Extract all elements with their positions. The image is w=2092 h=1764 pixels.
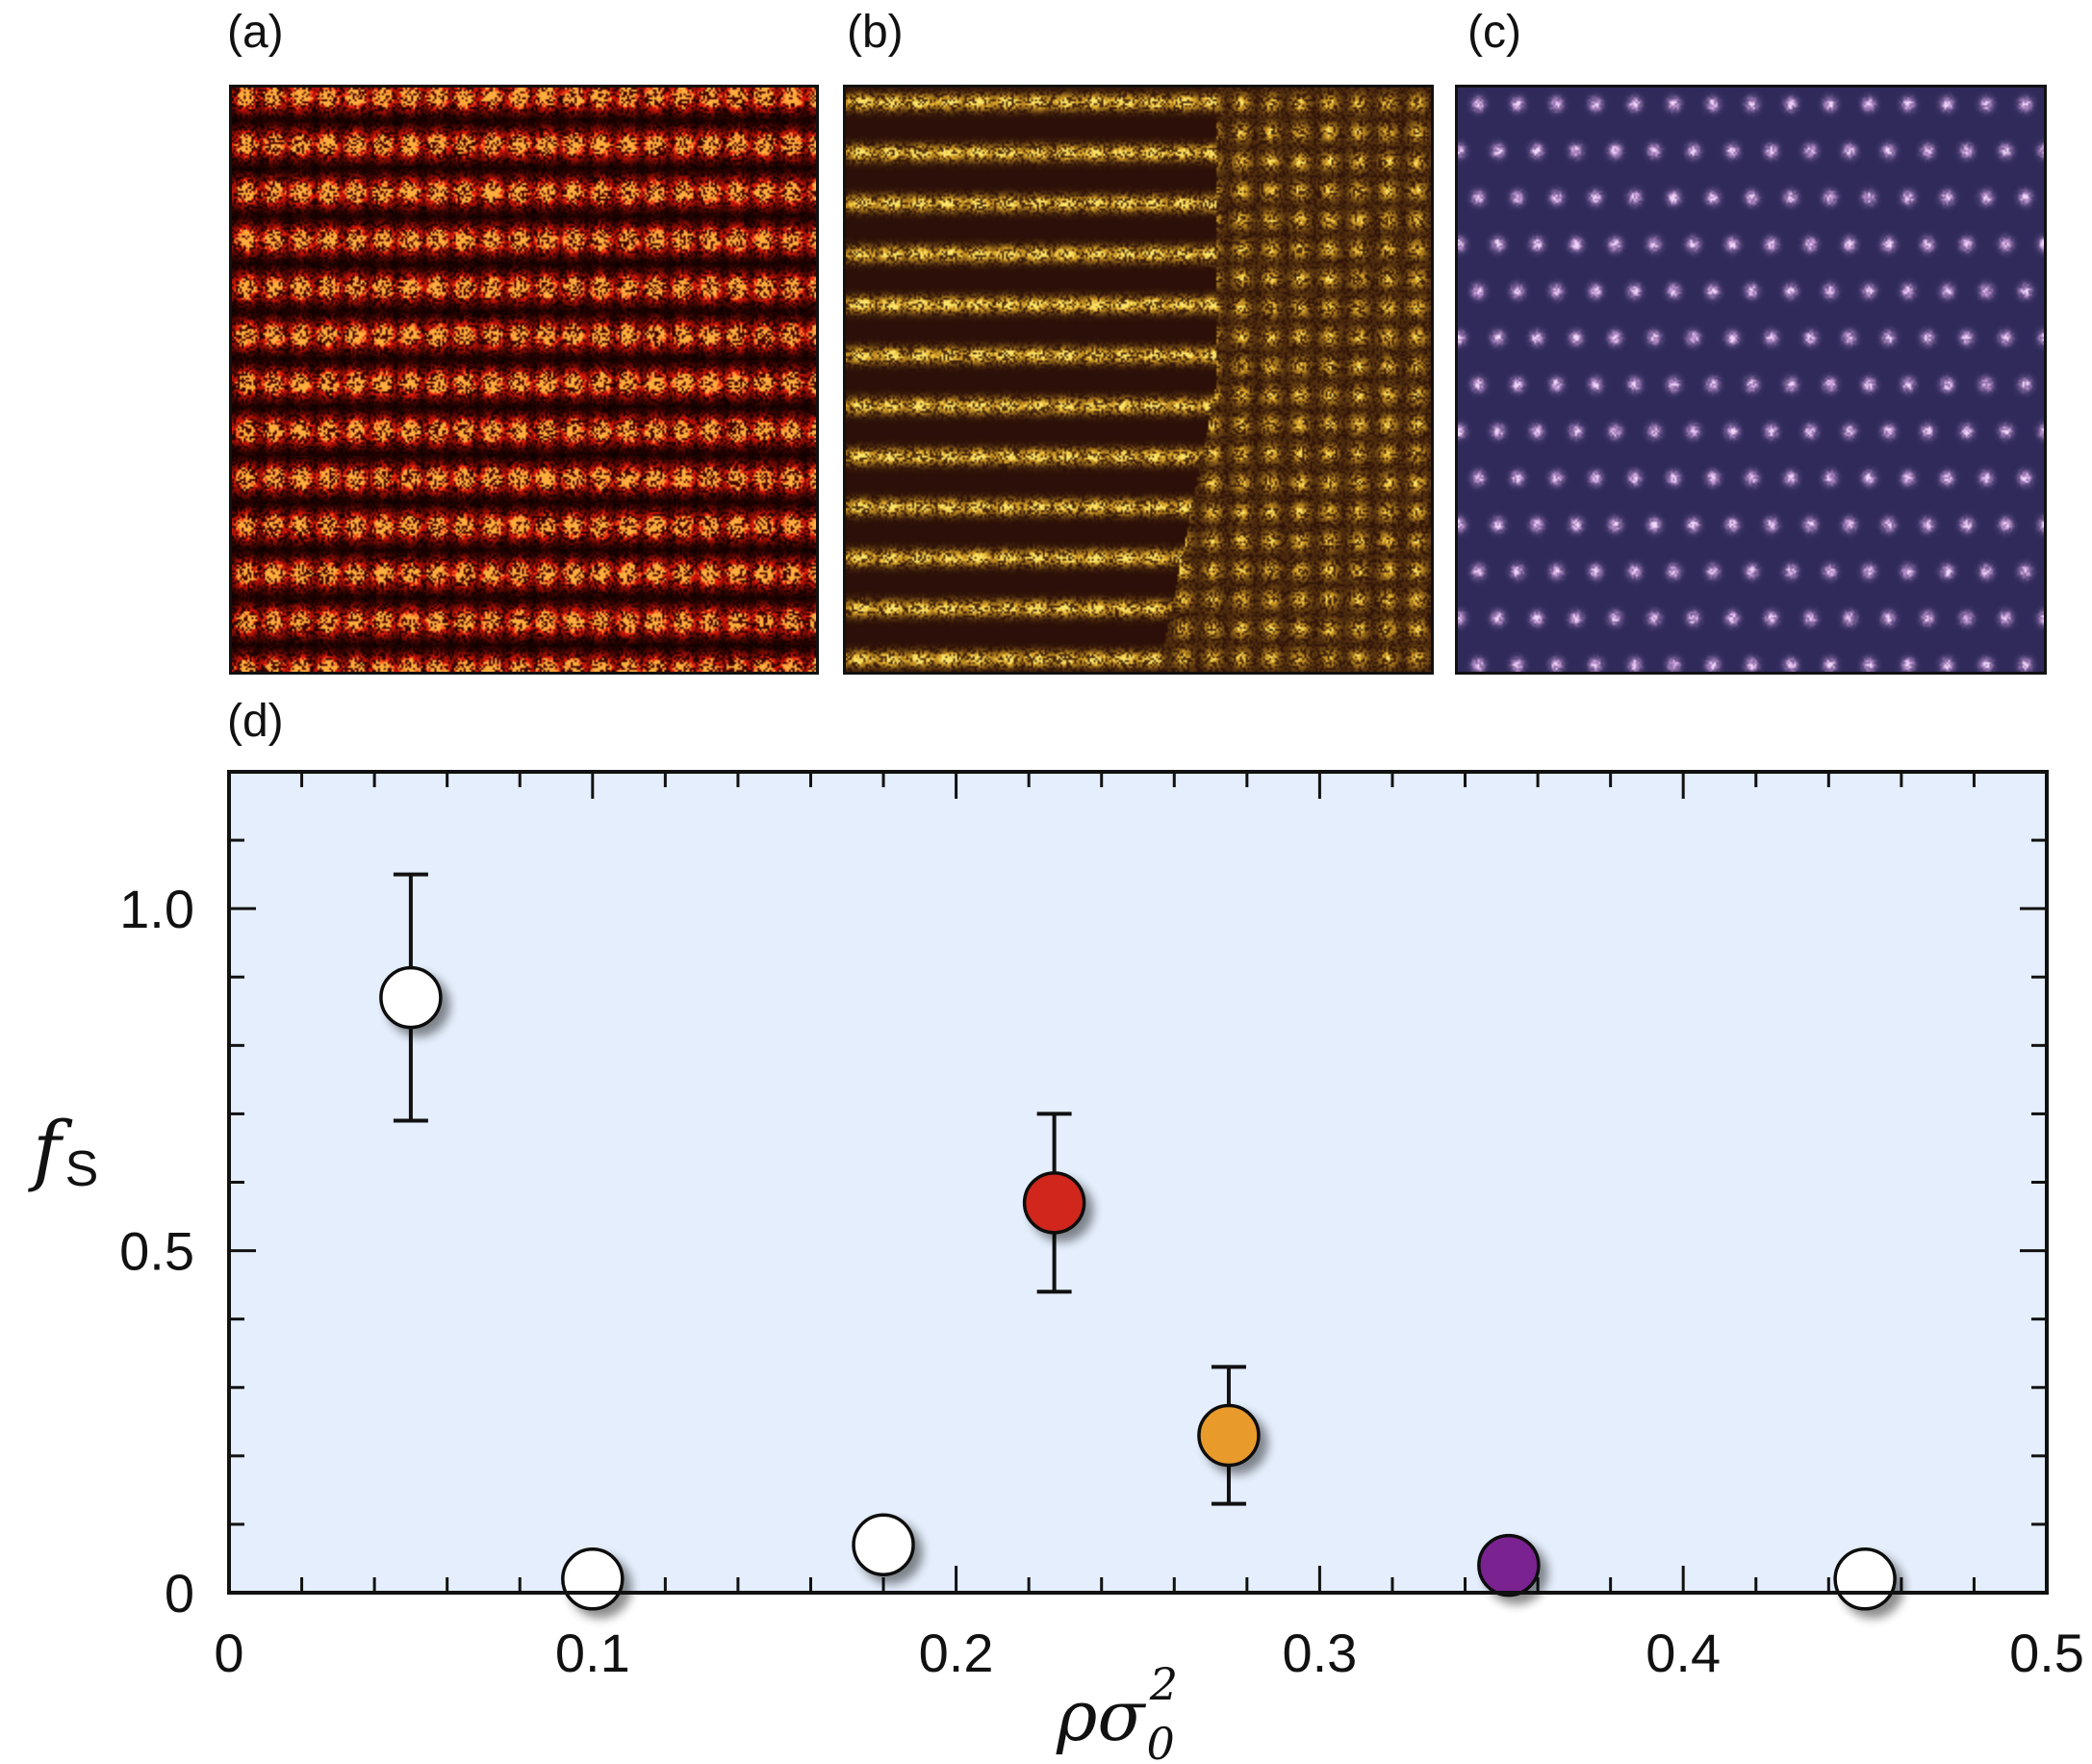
- x-tick-label: 0.2: [919, 1623, 994, 1683]
- density-panel-a: [229, 85, 819, 675]
- x-axis-title: ρσ0 2: [1056, 1658, 1178, 1764]
- x-tick-label: 0.1: [555, 1623, 630, 1683]
- density-image-c: [1458, 88, 2044, 672]
- x-axis-title-superscript: 2: [1149, 1658, 1178, 1710]
- panel-label-a: (a): [227, 7, 284, 58]
- y-tick-label: 0.5: [119, 1221, 194, 1282]
- data-point: [852, 1513, 915, 1576]
- x-tick-label: 0.5: [2009, 1623, 2084, 1683]
- density-image-a: [232, 88, 816, 672]
- x-axis-title-base: ρσ: [1056, 1675, 1146, 1756]
- x-tick-label: 0.4: [1646, 1623, 1721, 1683]
- x-tick-label: 0: [214, 1623, 243, 1683]
- panel-label-c: (c): [1467, 7, 1521, 58]
- y-tick-label: 1.0: [119, 879, 194, 939]
- data-point: [379, 965, 443, 1030]
- y-tick-label: 0: [165, 1563, 194, 1623]
- data-point: [561, 1547, 625, 1611]
- data-point: [1022, 1171, 1086, 1235]
- panel-label-d: (d): [227, 696, 284, 747]
- y-axis-title: fS: [28, 1105, 98, 1197]
- density-panel-c: [1455, 85, 2047, 675]
- plot-frame: [227, 770, 2049, 1595]
- data-point: [1833, 1547, 1897, 1611]
- plot-area: [229, 772, 2047, 1593]
- panel-label-b: (b): [847, 7, 904, 58]
- x-axis-title-subscript: 0: [1146, 1718, 1174, 1764]
- data-point: [1197, 1403, 1261, 1468]
- data-point: [1477, 1533, 1541, 1598]
- axis-ticks: [227, 770, 2049, 1595]
- x-tick-label: 0.3: [1282, 1623, 1357, 1683]
- y-axis-title-subscript: S: [65, 1141, 99, 1197]
- density-image-b: [846, 88, 1431, 672]
- density-panel-b: [843, 85, 1434, 675]
- tick-labels: 0 0.1 0.2 0.3 0.4 0.5 0 0.5 1.0: [119, 879, 2084, 1683]
